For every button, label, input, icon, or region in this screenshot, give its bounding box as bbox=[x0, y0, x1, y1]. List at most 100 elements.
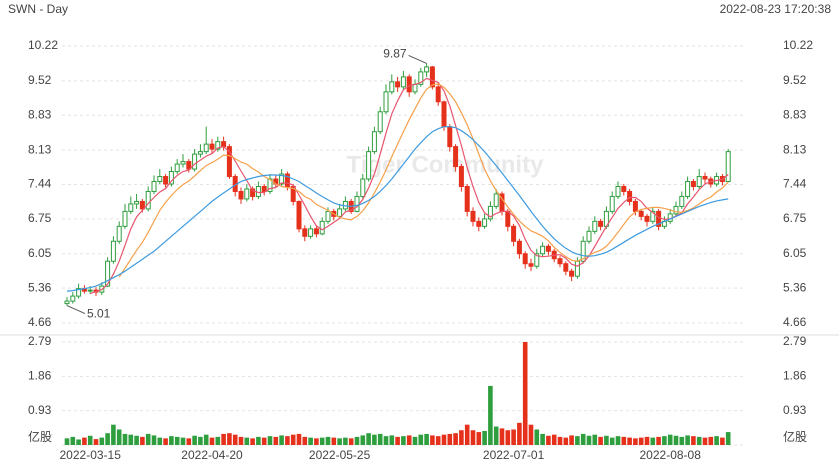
volume-bar bbox=[244, 437, 250, 445]
volume-bar bbox=[534, 429, 540, 445]
volume-bar bbox=[267, 436, 273, 445]
volume-bar bbox=[366, 433, 371, 445]
candle-body bbox=[534, 253, 540, 267]
candle-body bbox=[76, 288, 82, 297]
candle-body bbox=[163, 176, 169, 185]
candle-body bbox=[487, 205, 493, 220]
volume-bar bbox=[99, 437, 105, 445]
candle-body bbox=[476, 220, 482, 227]
candle-body bbox=[418, 71, 424, 85]
volume-bar bbox=[383, 436, 389, 445]
volume-bar bbox=[209, 437, 215, 445]
volume-tick-label-right: 1.86 bbox=[783, 369, 807, 383]
volume-bar bbox=[702, 437, 708, 445]
candle-body bbox=[464, 185, 470, 212]
volume-bar bbox=[476, 432, 482, 445]
volume-bar bbox=[331, 437, 337, 445]
volume-bar bbox=[470, 430, 476, 445]
volume-bar bbox=[174, 436, 180, 445]
candle-body bbox=[400, 76, 406, 88]
y-tick-label: 4.66 bbox=[28, 315, 52, 329]
candle-body bbox=[64, 300, 70, 305]
volume-bar bbox=[517, 422, 522, 445]
annotation: 9.87 bbox=[383, 47, 407, 61]
volume-bar bbox=[250, 438, 255, 445]
candle-body bbox=[168, 171, 174, 185]
candle-body bbox=[337, 208, 343, 217]
candle-body bbox=[105, 260, 111, 287]
y2-tick-label: 7.44 bbox=[783, 177, 807, 191]
volume-bar bbox=[522, 342, 528, 445]
volume-bar bbox=[604, 435, 609, 445]
volume-bar bbox=[679, 436, 685, 445]
candle-body bbox=[505, 210, 511, 227]
moving-average bbox=[90, 77, 729, 295]
y2-tick-label: 4.66 bbox=[783, 315, 807, 329]
volume-bar bbox=[285, 436, 290, 445]
candle-body bbox=[197, 151, 203, 155]
volume-tick-label-right: 亿股 bbox=[783, 429, 807, 444]
volume-bar bbox=[319, 437, 325, 445]
volume-bar bbox=[633, 438, 638, 445]
y-tick-label: 6.05 bbox=[28, 246, 52, 260]
candle-body bbox=[325, 210, 331, 222]
volume-bar bbox=[430, 435, 435, 445]
volume-bar bbox=[105, 433, 110, 445]
annotation-leader bbox=[66, 305, 86, 315]
volume-bar bbox=[546, 435, 551, 445]
candle-body bbox=[516, 240, 522, 255]
candle-body bbox=[308, 228, 314, 237]
candle-body bbox=[690, 181, 696, 187]
volume-bar bbox=[372, 434, 377, 445]
volume-bar bbox=[569, 435, 574, 445]
candle-body bbox=[447, 126, 453, 148]
volume-bar bbox=[412, 436, 418, 445]
volume-bar bbox=[302, 436, 308, 445]
volume-bar bbox=[615, 436, 621, 445]
volume-bar bbox=[575, 436, 580, 445]
y2-tick-label: 6.75 bbox=[783, 211, 807, 225]
candle-body bbox=[574, 260, 580, 277]
volume-bar bbox=[232, 434, 238, 445]
volume-bar bbox=[348, 438, 354, 445]
candle-body bbox=[377, 111, 383, 133]
candle-body bbox=[621, 185, 627, 192]
x-tick-label: 2022-05-25 bbox=[309, 448, 371, 462]
candle-body bbox=[284, 173, 290, 187]
candle-body bbox=[458, 166, 464, 187]
candle-body bbox=[70, 295, 76, 302]
candle-body bbox=[702, 176, 708, 180]
volume-bar bbox=[343, 437, 348, 445]
annotation: 5.01 bbox=[87, 307, 111, 321]
volume-bar bbox=[540, 433, 545, 445]
volume-bar bbox=[221, 433, 226, 445]
candle-body bbox=[302, 228, 308, 237]
volume-bar bbox=[488, 385, 493, 445]
volume-bar bbox=[685, 435, 690, 445]
candle-body bbox=[313, 228, 319, 235]
volume-bar bbox=[192, 435, 197, 445]
candle-body bbox=[632, 200, 638, 212]
y2-tick-label: 10.22 bbox=[783, 38, 813, 52]
candle-body bbox=[429, 66, 435, 88]
volume-tick-label: 0.93 bbox=[28, 403, 52, 417]
volume-bar bbox=[528, 424, 534, 445]
volume-bar bbox=[82, 437, 87, 445]
y-tick-label: 5.36 bbox=[28, 280, 52, 294]
volume-bar bbox=[151, 435, 157, 445]
y2-tick-label: 9.52 bbox=[783, 73, 807, 87]
volume-bar bbox=[128, 434, 134, 445]
candle-body bbox=[209, 143, 215, 150]
volume-bar bbox=[424, 433, 429, 445]
volume-bar bbox=[70, 436, 76, 445]
volume-bar bbox=[667, 434, 673, 445]
volume-bar bbox=[505, 430, 511, 445]
volume-bar bbox=[464, 424, 470, 445]
volume-bar bbox=[441, 434, 447, 445]
candle-body bbox=[366, 151, 372, 180]
y-tick-label: 10.22 bbox=[28, 38, 58, 52]
candle-body bbox=[615, 185, 621, 197]
volume-bar bbox=[435, 436, 441, 445]
candle-body bbox=[151, 181, 157, 192]
